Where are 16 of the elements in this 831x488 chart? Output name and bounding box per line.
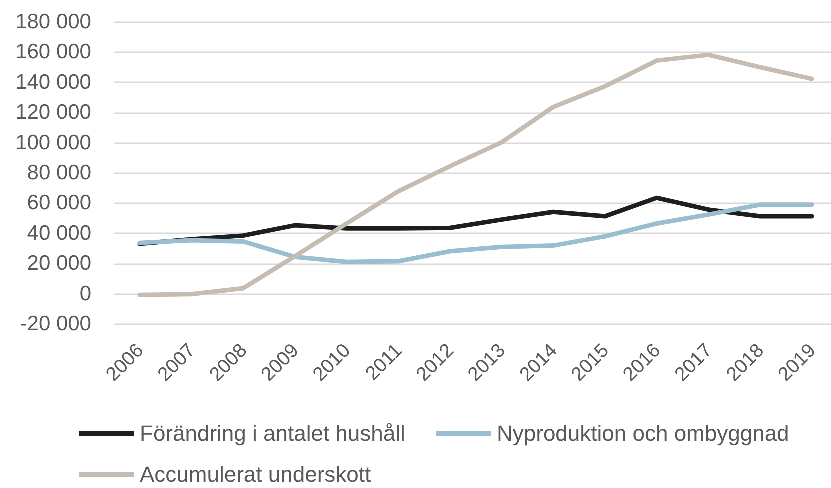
line-series: [138, 52, 814, 298]
line-series: [138, 202, 814, 264]
legend-label: Förändring i antalet hushåll: [140, 421, 406, 446]
y-tick-label: 100 000: [16, 131, 92, 154]
y-tick-label: 80 000: [27, 162, 92, 184]
y-tick-label: 20 000: [27, 252, 92, 276]
legend-label: Nyproduktion och ombyggnad: [497, 421, 790, 446]
y-tick-label: 140 000: [16, 70, 92, 94]
y-tick-label: 60 000: [27, 192, 92, 215]
y-tick-label: -20 000: [20, 312, 92, 336]
legend-label: Accumulerat underskott: [140, 462, 372, 487]
y-tick-label: 180 000: [16, 10, 92, 34]
y-tick-label: 120 000: [16, 101, 92, 124]
y-tick-label: 40 000: [27, 222, 92, 245]
y-tick-label: 0: [80, 282, 92, 306]
y-tick-label: 160 000: [16, 40, 92, 64]
